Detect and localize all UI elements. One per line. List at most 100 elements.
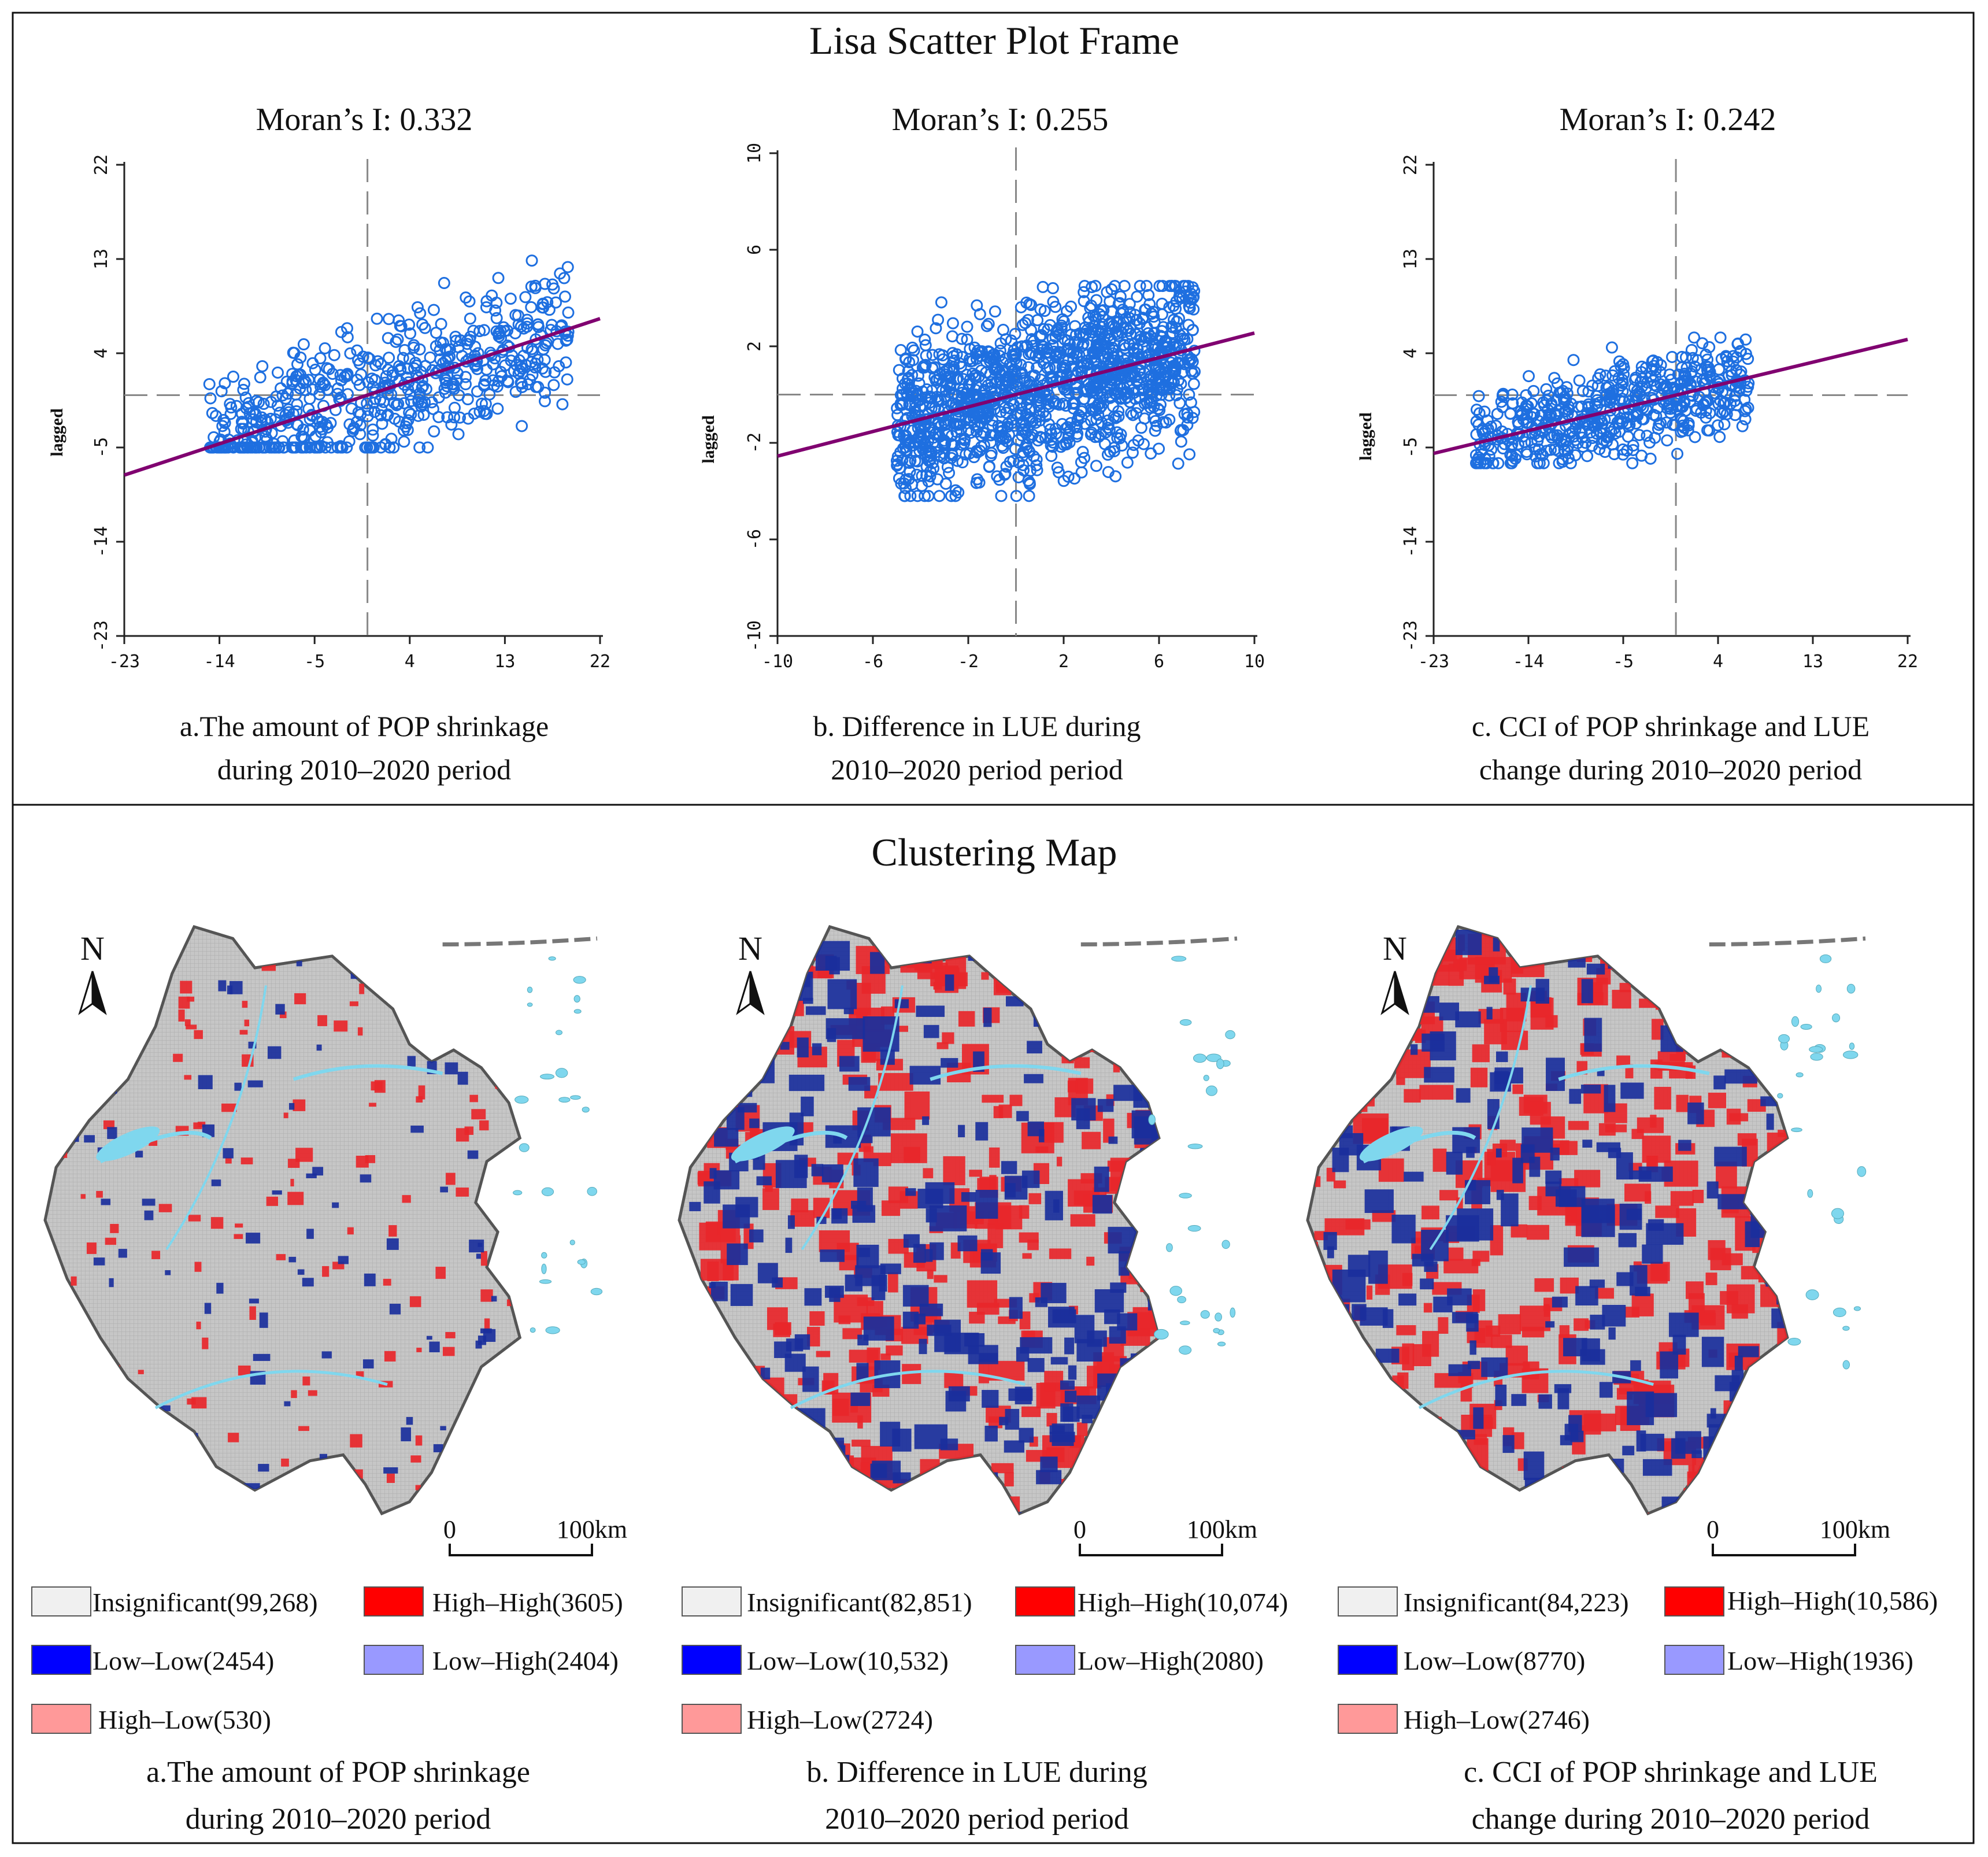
scatter-point [519, 291, 532, 304]
scatter-point [383, 313, 395, 325]
scatter-point [971, 446, 984, 459]
cluster-cell [247, 1080, 263, 1087]
cluster-cell [1396, 1077, 1405, 1085]
scatter-point [375, 357, 387, 370]
regression-line [1433, 338, 1908, 456]
cluster-cell [383, 1467, 398, 1474]
cluster-cell [1642, 1135, 1671, 1163]
cluster-cell [1184, 1361, 1195, 1367]
scatter-point [1506, 449, 1519, 462]
cluster-cell [723, 1204, 750, 1229]
cluster-cell [914, 1314, 926, 1325]
cluster-cell [1432, 937, 1457, 961]
scatter-point [413, 387, 426, 399]
scatter-point [1153, 361, 1165, 374]
cluster-cell [1143, 1041, 1158, 1074]
cluster-cell [1361, 1422, 1373, 1433]
scatter-point [961, 391, 973, 404]
cluster-cell [477, 1242, 483, 1247]
cluster-cell [446, 1172, 456, 1185]
cluster-cell [1371, 1434, 1400, 1455]
cluster-cell [184, 1482, 194, 1496]
scatter-point [1009, 364, 1021, 376]
cluster-cell [1226, 1040, 1239, 1046]
scatter-point [461, 334, 474, 347]
scatter-point [309, 430, 322, 443]
scatter-point [1473, 407, 1486, 420]
scatter-point [299, 384, 312, 397]
cluster-cell [383, 1278, 391, 1286]
scatter-point [1153, 373, 1166, 386]
scatter-point [1495, 395, 1508, 408]
scatter-point [1616, 416, 1629, 429]
scatter-point [1553, 457, 1565, 469]
cluster-cell [1065, 947, 1091, 961]
scatter-point [1699, 396, 1712, 409]
cluster-cell [701, 1478, 717, 1490]
cluster-cell [332, 1202, 339, 1208]
cluster-cell [1150, 1438, 1159, 1464]
scatter-point [1130, 314, 1142, 327]
cluster-cell [1776, 963, 1787, 993]
cluster-cell [1089, 1497, 1120, 1514]
scatter-point [1042, 401, 1055, 413]
legend-swatch-insignificant-b [682, 1586, 742, 1616]
cluster-cell [1354, 955, 1363, 968]
cluster-cell [1165, 1459, 1175, 1469]
scatter-point [1009, 348, 1022, 361]
cluster-cell [1490, 1225, 1504, 1256]
cluster-cell [1860, 1297, 1901, 1330]
scatter-point [276, 389, 289, 402]
cluster-cell [1033, 995, 1070, 1027]
scatter-point [1090, 341, 1103, 354]
cluster-cell [72, 1111, 77, 1119]
cluster-cell [1017, 1512, 1023, 1514]
cluster-cell [1780, 984, 1787, 1004]
cluster-cell [743, 1403, 754, 1416]
scatter-point [558, 290, 571, 303]
cluster-cell [248, 1041, 257, 1049]
cluster-cell [198, 1075, 213, 1089]
cluster-cell [1021, 1406, 1041, 1418]
cluster-cell [559, 1048, 562, 1052]
cluster-cell [1775, 1208, 1787, 1221]
cluster-cell [694, 1478, 707, 1493]
scatter-point [1696, 337, 1709, 350]
cluster-cell [506, 1251, 517, 1259]
scatter-point [430, 327, 442, 339]
cluster-cell [1022, 1253, 1032, 1259]
island [577, 1259, 586, 1265]
scatter-point [1045, 428, 1058, 441]
cluster-cell [1822, 1292, 1844, 1307]
cluster-cell [467, 1485, 476, 1493]
scatter-point [1153, 280, 1166, 293]
cluster-cell [294, 993, 306, 1005]
cluster-cell [1636, 1430, 1646, 1452]
cluster-cell [1327, 1246, 1334, 1259]
scatter-point [946, 317, 959, 330]
y-tick-label: -14 [1401, 526, 1421, 557]
scatter-point [1051, 324, 1064, 336]
scatter-point [1017, 464, 1030, 476]
scatter-point [1023, 490, 1035, 502]
scatter-point [1157, 321, 1169, 334]
legend-swatch-insignificant-a [31, 1586, 91, 1616]
cluster-cell [1692, 1189, 1704, 1203]
x-tick-label: -10 [762, 652, 793, 672]
cluster-cell [1586, 963, 1605, 975]
scatter-point [1004, 456, 1016, 468]
cluster-cell [1789, 1326, 1805, 1334]
cluster-cell [839, 1056, 860, 1072]
scatter-point [1671, 447, 1684, 460]
cluster-cell [1160, 1470, 1186, 1488]
island [527, 986, 533, 993]
scatter-point [428, 425, 440, 438]
cluster-cell [1660, 1025, 1683, 1052]
scatter-point [287, 346, 299, 359]
scatter-point [904, 490, 917, 502]
cluster-cell [982, 1094, 1004, 1103]
scatter-point [335, 374, 348, 387]
scatter-point [1130, 375, 1143, 388]
cluster-cell [1040, 1456, 1058, 1473]
cluster-cell [721, 1373, 730, 1385]
